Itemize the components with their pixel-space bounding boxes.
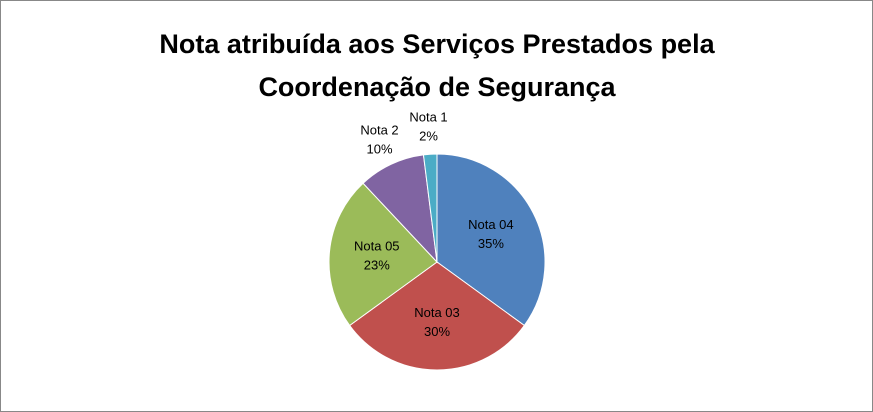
slice-value-label: 30% [424,324,450,339]
slice-value-label: 2% [419,129,438,144]
slice-label: Nota 05 [354,239,400,254]
slice-label: Nota 1 [409,110,447,125]
slice-label: Nota 04 [468,217,514,232]
pie-slice [422,153,438,263]
slice-label: Nota 03 [414,305,460,320]
pie-slice [328,182,438,327]
slice-value-label: 23% [364,258,390,273]
slice-label: Nota 2 [360,122,398,137]
slice-value-label: 35% [478,236,504,251]
pie-slice [348,261,526,371]
chart-title: Nota atribuída aos Serviços Prestados pe… [159,29,715,102]
pie-slice [436,153,546,327]
slice-value-label: 10% [367,141,393,156]
